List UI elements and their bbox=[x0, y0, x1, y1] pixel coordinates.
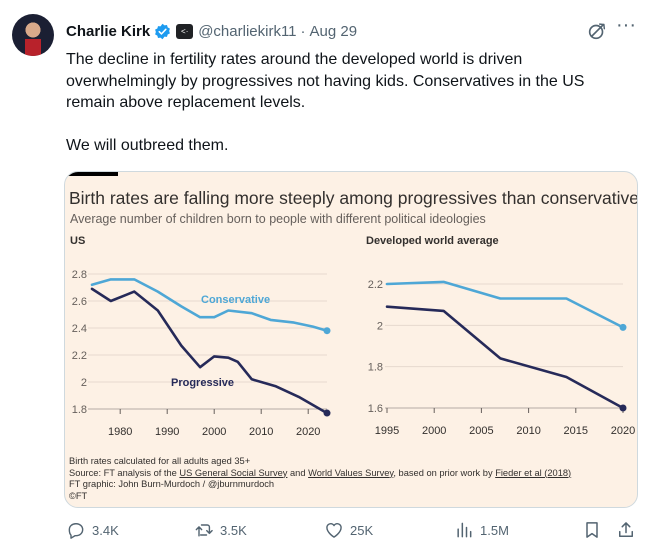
x-tick-label: 2020 bbox=[296, 426, 320, 438]
repost-count: 3.5K bbox=[220, 522, 247, 538]
tweet-text: The decline in fertility rates around th… bbox=[66, 49, 636, 156]
series-label: Conservative bbox=[201, 294, 270, 306]
footer-source: Source: FT analysis of the US General So… bbox=[69, 468, 571, 480]
x-tick-label: 1980 bbox=[108, 426, 132, 438]
x-tick-label: 2010 bbox=[249, 426, 273, 438]
tweet-paragraph: We will outbreed them. bbox=[66, 136, 229, 154]
reply-button[interactable]: 3.4K bbox=[66, 515, 119, 545]
tweet-date[interactable]: Aug 29 bbox=[309, 22, 358, 40]
y-tick-label: 2.8 bbox=[72, 269, 87, 281]
bookmark-icon bbox=[586, 522, 598, 538]
x-tick-label: 2005 bbox=[469, 425, 493, 437]
y-tick-label: 2 bbox=[377, 320, 383, 332]
footer-note: Birth rates calculated for all adults ag… bbox=[69, 456, 251, 466]
series-line-conservative bbox=[90, 278, 329, 332]
source-and: and bbox=[287, 467, 309, 478]
like-count: 25K bbox=[350, 522, 374, 538]
heart-icon bbox=[326, 522, 342, 538]
charts-area: US 1.8 2 2.2 2.4 2.6 2.8 1980 1990 2000 2010 2020 Co… bbox=[70, 235, 635, 438]
reply-count: 3.4K bbox=[92, 522, 119, 538]
tweet-header: Charlie Kirk <· @charliekirk11 · Aug 29 bbox=[66, 21, 357, 41]
series-endpoint-progressive bbox=[323, 409, 331, 417]
separator-dot: · bbox=[300, 22, 306, 40]
series-label: Progressive bbox=[171, 377, 234, 389]
grok-icon[interactable] bbox=[586, 20, 608, 42]
analytics-icon bbox=[457, 522, 472, 538]
source-gss-link: US General Social Survey bbox=[179, 467, 288, 478]
source-fieder-link: Fieder et al (2018) bbox=[495, 467, 572, 478]
reply-icon bbox=[68, 523, 84, 539]
x-tick-label: 1990 bbox=[155, 426, 179, 438]
author-name[interactable]: Charlie Kirk bbox=[66, 22, 151, 40]
x-tick-label: 1995 bbox=[375, 425, 399, 437]
like-button[interactable]: 25K bbox=[324, 515, 373, 545]
panel-title: US bbox=[70, 235, 85, 247]
source-prefix: Source: FT analysis of the bbox=[69, 467, 180, 478]
y-tick-label: 2.6 bbox=[72, 296, 87, 308]
y-tick-label: 2.4 bbox=[72, 323, 87, 335]
chart-title: Birth rates are falling more steeply amo… bbox=[69, 188, 638, 208]
avatar[interactable] bbox=[12, 14, 54, 56]
series-endpoint-conservative bbox=[323, 327, 331, 335]
series-line-progressive bbox=[385, 305, 625, 410]
author-handle[interactable]: @charliekirk11 bbox=[198, 22, 297, 40]
y-tick-label: 2.2 bbox=[72, 350, 87, 362]
affiliation-badge-icon[interactable]: <· bbox=[176, 23, 194, 39]
ft-top-bar bbox=[68, 172, 118, 176]
x-tick-label: 2000 bbox=[202, 426, 226, 438]
views-count: 1.5M bbox=[480, 522, 509, 538]
views-button[interactable]: 1.5M bbox=[454, 515, 509, 545]
chart-footer: Birth rates calculated for all adults ag… bbox=[69, 456, 571, 502]
footer-copyright: ©FT bbox=[69, 490, 88, 501]
more-options-icon[interactable]: ··· bbox=[616, 14, 636, 36]
series-endpoint-conservative bbox=[619, 323, 627, 331]
y-tick-label: 1.6 bbox=[368, 403, 383, 415]
panel-title: Developed world average bbox=[366, 235, 499, 247]
share-icon bbox=[619, 522, 633, 537]
repost-icon bbox=[195, 524, 213, 537]
y-tick-label: 2 bbox=[81, 377, 87, 389]
x-tick-label: 2020 bbox=[611, 425, 635, 437]
y-tick-label: 1.8 bbox=[368, 362, 383, 374]
chart-subtitle: Average number of children born to peopl… bbox=[70, 212, 486, 226]
source-wvs-link: World Values Survey bbox=[308, 467, 394, 478]
y-tick-label: 1.8 bbox=[72, 404, 87, 416]
footer-credit: FT graphic: John Burn-Murdoch / @jburnmu… bbox=[69, 479, 275, 490]
chart-image-card[interactable]: Birth rates are falling more steeply amo… bbox=[64, 171, 638, 508]
x-tick-label: 2000 bbox=[422, 425, 446, 437]
y-tick-label: 2.2 bbox=[368, 279, 383, 291]
source-mid: , based on prior work by bbox=[393, 467, 496, 478]
series-line-progressive bbox=[90, 287, 329, 415]
x-tick-label: 2010 bbox=[516, 425, 540, 437]
x-tick-label: 2015 bbox=[564, 425, 588, 437]
tweet-paragraph: The decline in fertility rates around th… bbox=[66, 51, 585, 111]
series-line-conservative bbox=[385, 280, 625, 329]
share-button[interactable] bbox=[616, 515, 642, 545]
series-endpoint-progressive bbox=[619, 404, 627, 412]
bookmark-button[interactable] bbox=[582, 515, 608, 545]
repost-button[interactable]: 3.5K bbox=[194, 515, 247, 545]
verified-badge-icon bbox=[155, 23, 171, 39]
action-bar: 3.4K 3.5K 25K 1.5M bbox=[66, 515, 642, 545]
